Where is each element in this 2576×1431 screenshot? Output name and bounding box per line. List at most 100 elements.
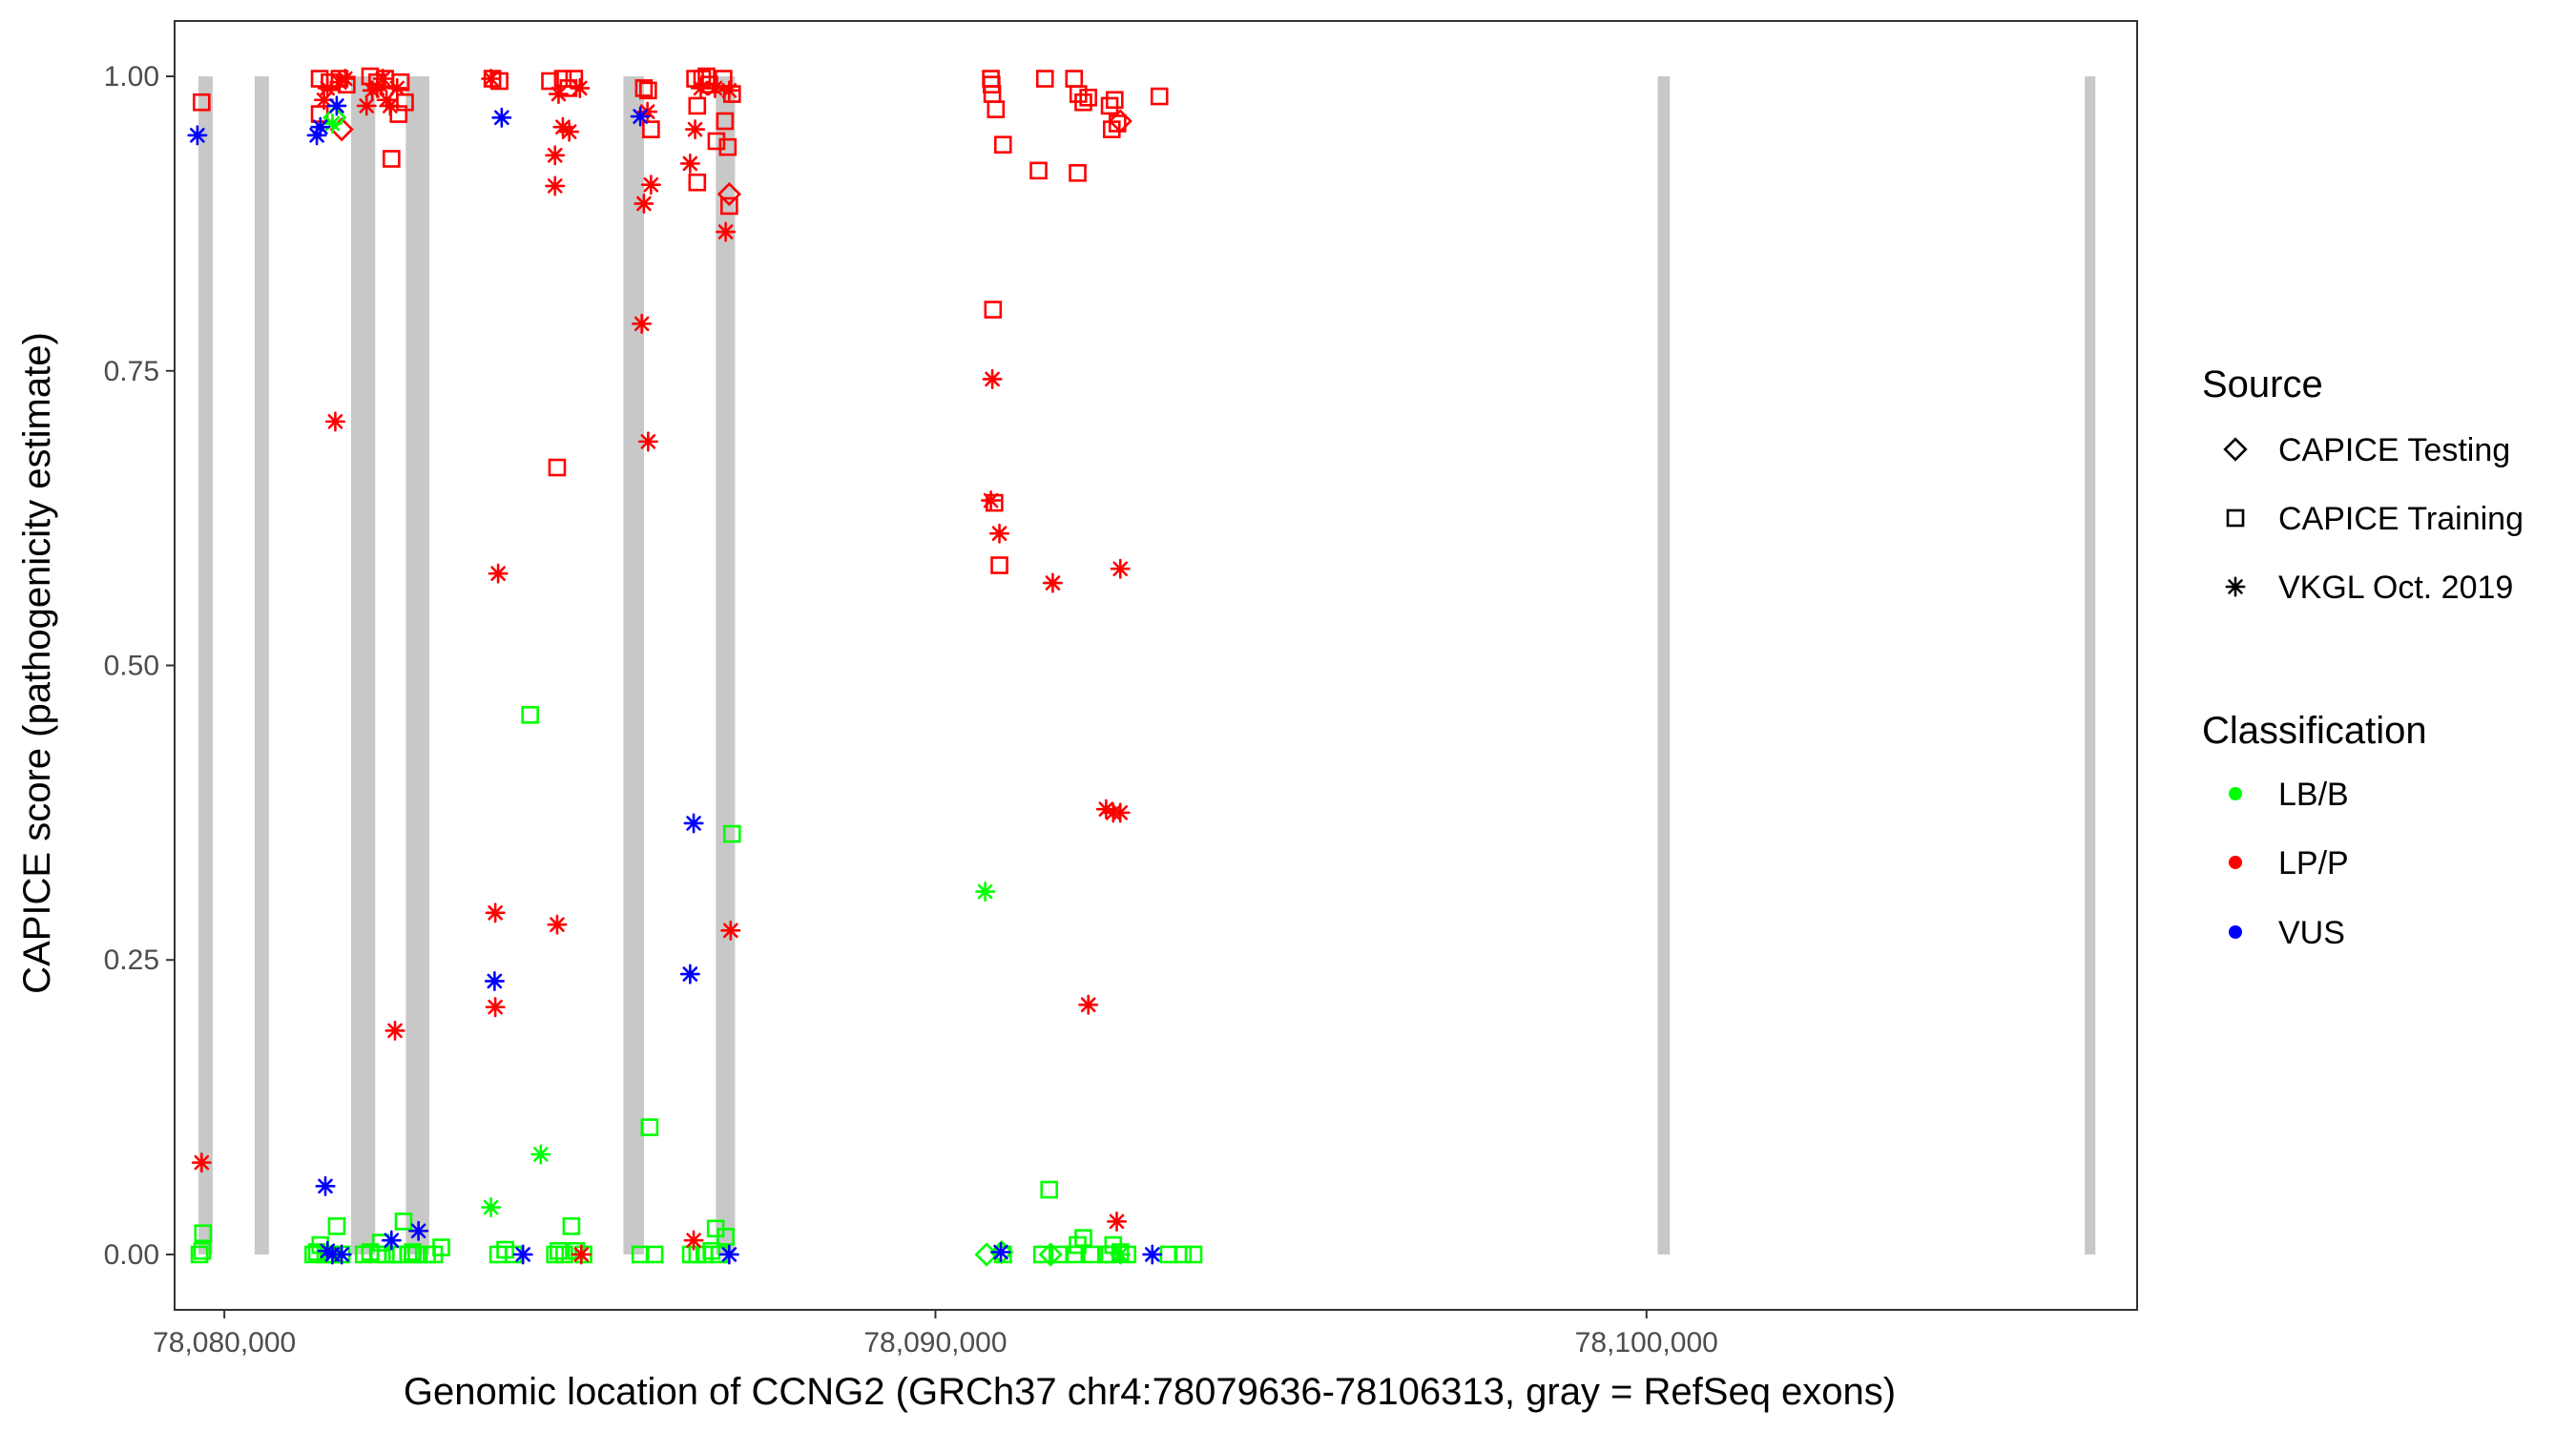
data-point [512,1244,533,1265]
data-point [553,70,572,88]
data-point [720,197,738,216]
data-point [691,77,712,98]
data-point [408,1220,429,1241]
data-point [637,101,658,122]
y-tick-label: 0.50 [104,651,159,682]
data-point [987,100,1006,118]
legend-key-dot [2229,787,2242,800]
data-point [1078,994,1099,1015]
data-point [562,1217,581,1235]
data-point [376,90,397,111]
data-point [975,881,996,902]
data-point [717,181,741,207]
data-point [315,1175,336,1196]
data-point [488,563,509,584]
data-point [1105,91,1124,110]
data-point [993,135,1012,154]
data-point [530,1144,551,1165]
data-point [1038,1242,1063,1267]
y-tick-label: 1.00 [104,61,159,93]
data-point [384,1020,405,1041]
data-point [546,1245,565,1264]
data-point [481,69,502,90]
exon-band [1657,76,1671,1255]
data-point [432,1238,450,1256]
data-point [642,120,660,138]
data-point [723,824,741,843]
data-point [1110,1244,1131,1265]
data-point [634,79,654,97]
legend-key-diamond [2223,437,2248,462]
exon-band [198,76,213,1255]
legend-label: LB/B [2278,777,2349,813]
data-point [983,75,1001,93]
data-point [559,121,580,142]
legend-key-square [2226,508,2245,528]
data-point [194,1224,213,1243]
legend-label: LP/P [2278,845,2349,881]
data-point [1184,1245,1203,1264]
legend-classification-title: Classification [2202,710,2427,752]
data-point [1079,88,1097,107]
data-point [1032,1245,1051,1264]
data-point [324,411,345,432]
data-point [989,1239,1014,1265]
data-point [639,81,657,100]
axes: 0.00 0.25 0.50 0.75 1.00 78,080,000 78,090,000… [104,20,2138,1358]
data-point [1029,161,1048,180]
data-point [372,69,393,90]
data-point [1040,1180,1059,1199]
x-tick-label: 78,090,000 [863,1327,1007,1358]
data-point [187,125,208,146]
data-point [306,125,327,146]
data-point [394,1213,413,1231]
data-point [718,1244,739,1265]
data-point [380,95,401,116]
exon-band [254,76,269,1255]
exon-band [716,76,736,1255]
data-point [547,914,568,935]
legend-label: CAPICE Training [2278,501,2524,537]
data-point [190,1245,209,1264]
data-point [484,970,505,991]
data-point [630,106,651,127]
x-axis-title: Genomic location of CCNG2 (GRCh37 chr4:7… [404,1371,1896,1413]
data-point [396,93,414,112]
data-point [407,1245,426,1264]
data-point [193,1241,212,1260]
data-point [548,84,569,105]
data-point [637,431,658,452]
data-point [683,813,704,834]
data-point [982,368,1003,389]
data-point [310,116,331,137]
plot-area [187,67,2096,1267]
data-point [322,113,343,134]
x-tick-label: 78,080,000 [153,1327,296,1358]
data-point [521,706,539,724]
data-point [391,73,410,92]
data-point [571,1244,592,1265]
data-point [718,80,739,101]
data-point [984,301,1003,319]
data-point [314,90,335,111]
x-tick-label: 78,100,000 [1575,1327,1718,1358]
data-point [322,105,347,130]
data-point [356,95,377,116]
data-point [718,137,737,156]
legend-source-title: Source [2202,363,2323,405]
data-point [640,175,661,196]
exon-band [350,76,376,1255]
data-point [570,77,591,98]
data-point [366,77,387,98]
y-tick-label: 0.75 [104,356,159,387]
data-point [1107,1211,1128,1232]
data-point [990,1241,1011,1262]
data-point [632,313,653,334]
legend-label: VUS [2278,915,2345,951]
data-point [1074,93,1092,112]
data-point [679,153,700,174]
exon-band [405,76,429,1255]
data-point [685,119,706,140]
